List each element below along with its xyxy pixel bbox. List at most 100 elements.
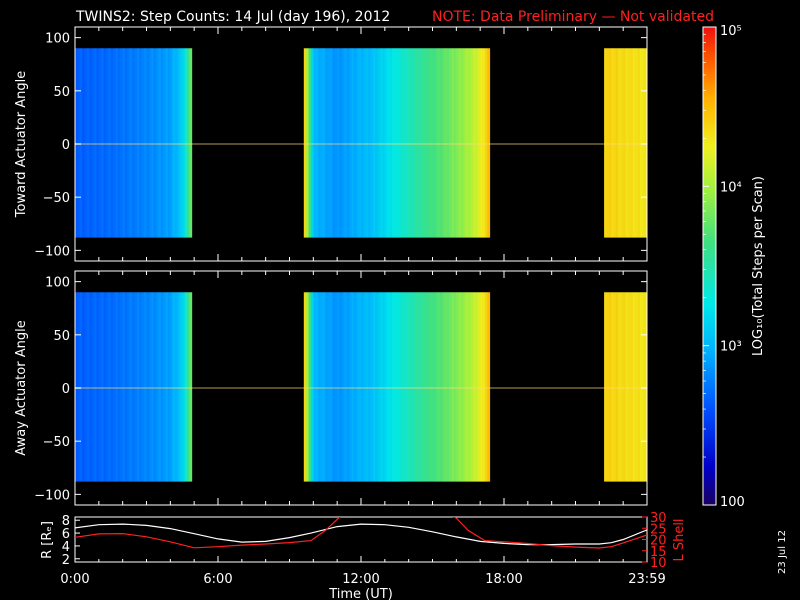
heatmap-column — [94, 292, 97, 482]
heatmap-column — [368, 292, 371, 482]
heatmap-column — [642, 48, 646, 238]
colorbar: 100 10³ 10⁴ 10⁵ LOG₁₀(Total Steps per Scan) — [702, 24, 766, 510]
heatmap-column — [635, 292, 638, 482]
heatmap-column — [406, 292, 410, 482]
heatmap-column — [620, 48, 624, 238]
heatmap-column — [146, 292, 150, 482]
heatmap-column — [487, 48, 491, 238]
heatmap-column — [608, 292, 612, 482]
heatmap-column — [129, 48, 133, 238]
ytick-label: 100 — [45, 276, 70, 291]
heatmap-column — [473, 292, 476, 482]
preliminary-note: NOTE: Data Preliminary — Not validated — [432, 9, 714, 25]
away-xticks — [74, 271, 648, 505]
colorbar-scale — [703, 27, 716, 505]
heatmap-column — [422, 48, 426, 238]
lshell-tick-label: 25 — [650, 522, 667, 537]
heatmap-column — [384, 48, 388, 238]
lshell-tick-label: 10 — [650, 556, 667, 571]
heatmap-column — [613, 48, 617, 238]
heatmap-column — [458, 292, 462, 482]
heatmap-column — [446, 48, 450, 238]
heatmap-column — [368, 48, 371, 238]
ytick-label: 50 — [53, 329, 70, 344]
heatmap-column — [361, 292, 364, 482]
heatmap-column — [370, 292, 374, 482]
heatmap-column — [346, 292, 350, 482]
heatmap-column — [322, 292, 326, 482]
heatmap-column — [110, 48, 114, 238]
heatmap-column — [422, 292, 426, 482]
heatmap-column — [86, 48, 90, 238]
heatmap-column — [465, 48, 469, 238]
heatmap-column — [461, 292, 464, 482]
heatmap-column — [437, 292, 441, 482]
heatmap-column — [327, 48, 331, 238]
heatmap-column — [391, 48, 395, 238]
lshell-tick-label: 30 — [650, 511, 667, 526]
ytick-label: −50 — [43, 435, 70, 450]
heatmap-column — [315, 48, 319, 238]
heatmap-column — [389, 48, 393, 238]
heatmap-column — [418, 48, 421, 238]
heatmap-column — [125, 292, 128, 482]
heatmap-column — [442, 292, 445, 482]
heatmap-column — [105, 292, 109, 482]
heatmap-column — [77, 292, 81, 482]
heatmap-column — [101, 48, 104, 238]
heatmap-column — [146, 48, 150, 238]
heatmap-column — [351, 292, 355, 482]
heatmap-column — [365, 292, 369, 482]
heatmap-column — [487, 292, 491, 482]
heatmap-column — [394, 48, 398, 238]
heatmap-column — [101, 292, 104, 482]
heatmap-column — [363, 48, 367, 238]
heatmap-column — [372, 292, 376, 482]
heatmap-column — [642, 292, 646, 482]
lshell-series-line — [75, 517, 341, 549]
heatmap-column — [344, 48, 348, 238]
heatmap-column — [408, 48, 412, 238]
heatmap-column — [434, 48, 438, 238]
heatmap-column — [108, 48, 112, 238]
heatmap-column — [616, 292, 619, 482]
heatmap-column — [370, 48, 374, 238]
heatmap-column — [184, 48, 188, 238]
heatmap-column — [334, 292, 338, 482]
heatmap-column — [344, 292, 348, 482]
heatmap-column — [351, 48, 355, 238]
heatmap-column — [75, 292, 78, 482]
heatmap-column — [170, 292, 174, 482]
heatmap-column — [480, 48, 483, 238]
heatmap-column — [89, 292, 93, 482]
heatmap-column — [470, 48, 474, 238]
heatmap-column — [172, 292, 176, 482]
heatmap-column — [620, 292, 624, 482]
ytick-label: 0 — [62, 138, 70, 153]
heatmap-column — [113, 292, 116, 482]
heatmap-column — [475, 292, 479, 482]
time-tick-label: 23:59 — [628, 572, 665, 587]
r-axis-label: R [Rₑ] — [40, 521, 55, 559]
heatmap-column — [113, 48, 116, 238]
heatmap-column — [606, 48, 610, 238]
lshell-tick-label: 15 — [650, 545, 667, 560]
panel-toward: 100 50 0 −50 −100 Toward Actuator Angle — [14, 26, 648, 262]
heatmap-column — [325, 48, 329, 238]
heatmap-column — [432, 292, 436, 482]
heatmap-column — [387, 292, 390, 482]
heatmap-column — [639, 48, 643, 238]
colorbar-ticks: 100 10³ 10⁴ 10⁵ — [703, 24, 745, 510]
heatmap-column — [96, 48, 100, 238]
heatmap-column — [353, 292, 357, 482]
heatmap-away — [75, 292, 648, 482]
heatmap-column — [82, 48, 85, 238]
heatmap-column — [396, 48, 400, 238]
heatmap-column — [89, 48, 93, 238]
heatmap-column — [158, 48, 162, 238]
heatmap-column — [418, 292, 421, 482]
heatmap-column — [384, 292, 388, 482]
heatmap-column — [310, 48, 314, 238]
heatmap-column — [313, 292, 317, 482]
heatmap-column — [151, 48, 155, 238]
